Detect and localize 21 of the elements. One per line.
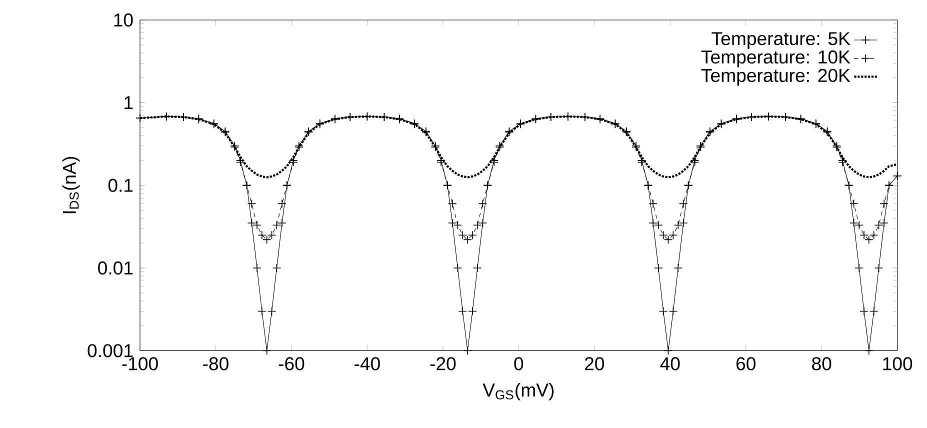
x-tick-label: 100: [883, 357, 912, 370]
x-tick-label: -60: [278, 357, 304, 370]
x-tick-label: 20: [585, 357, 604, 370]
y-axis-title: I$_{DS}$(nA): [62, 156, 80, 214]
x-tick-label: 40: [660, 357, 680, 370]
x-tick-label: -100: [122, 357, 158, 370]
x-tick-label: 60: [736, 357, 756, 370]
y-tick-label: 0.1: [108, 178, 133, 192]
x-axis-title: V$_{GS}$(mV): [482, 382, 554, 400]
legend-label: Temperature: 10K: [701, 50, 850, 68]
y-tick-label: 0.01: [98, 261, 133, 275]
legend-label: Temperature: 20K: [701, 68, 850, 86]
y-tick-label: 1: [124, 96, 133, 110]
x-tick-label: 0: [514, 357, 524, 370]
x-tick-label: 80: [812, 357, 832, 370]
y-tick-label: 10: [114, 13, 133, 27]
y-tick-label: 0.001: [88, 344, 133, 358]
x-tick-label: -20: [430, 357, 456, 370]
x-tick-label: -80: [203, 357, 228, 370]
x-tick-label: -40: [354, 357, 380, 370]
legend-label: Temperature: 5K: [712, 32, 850, 49]
